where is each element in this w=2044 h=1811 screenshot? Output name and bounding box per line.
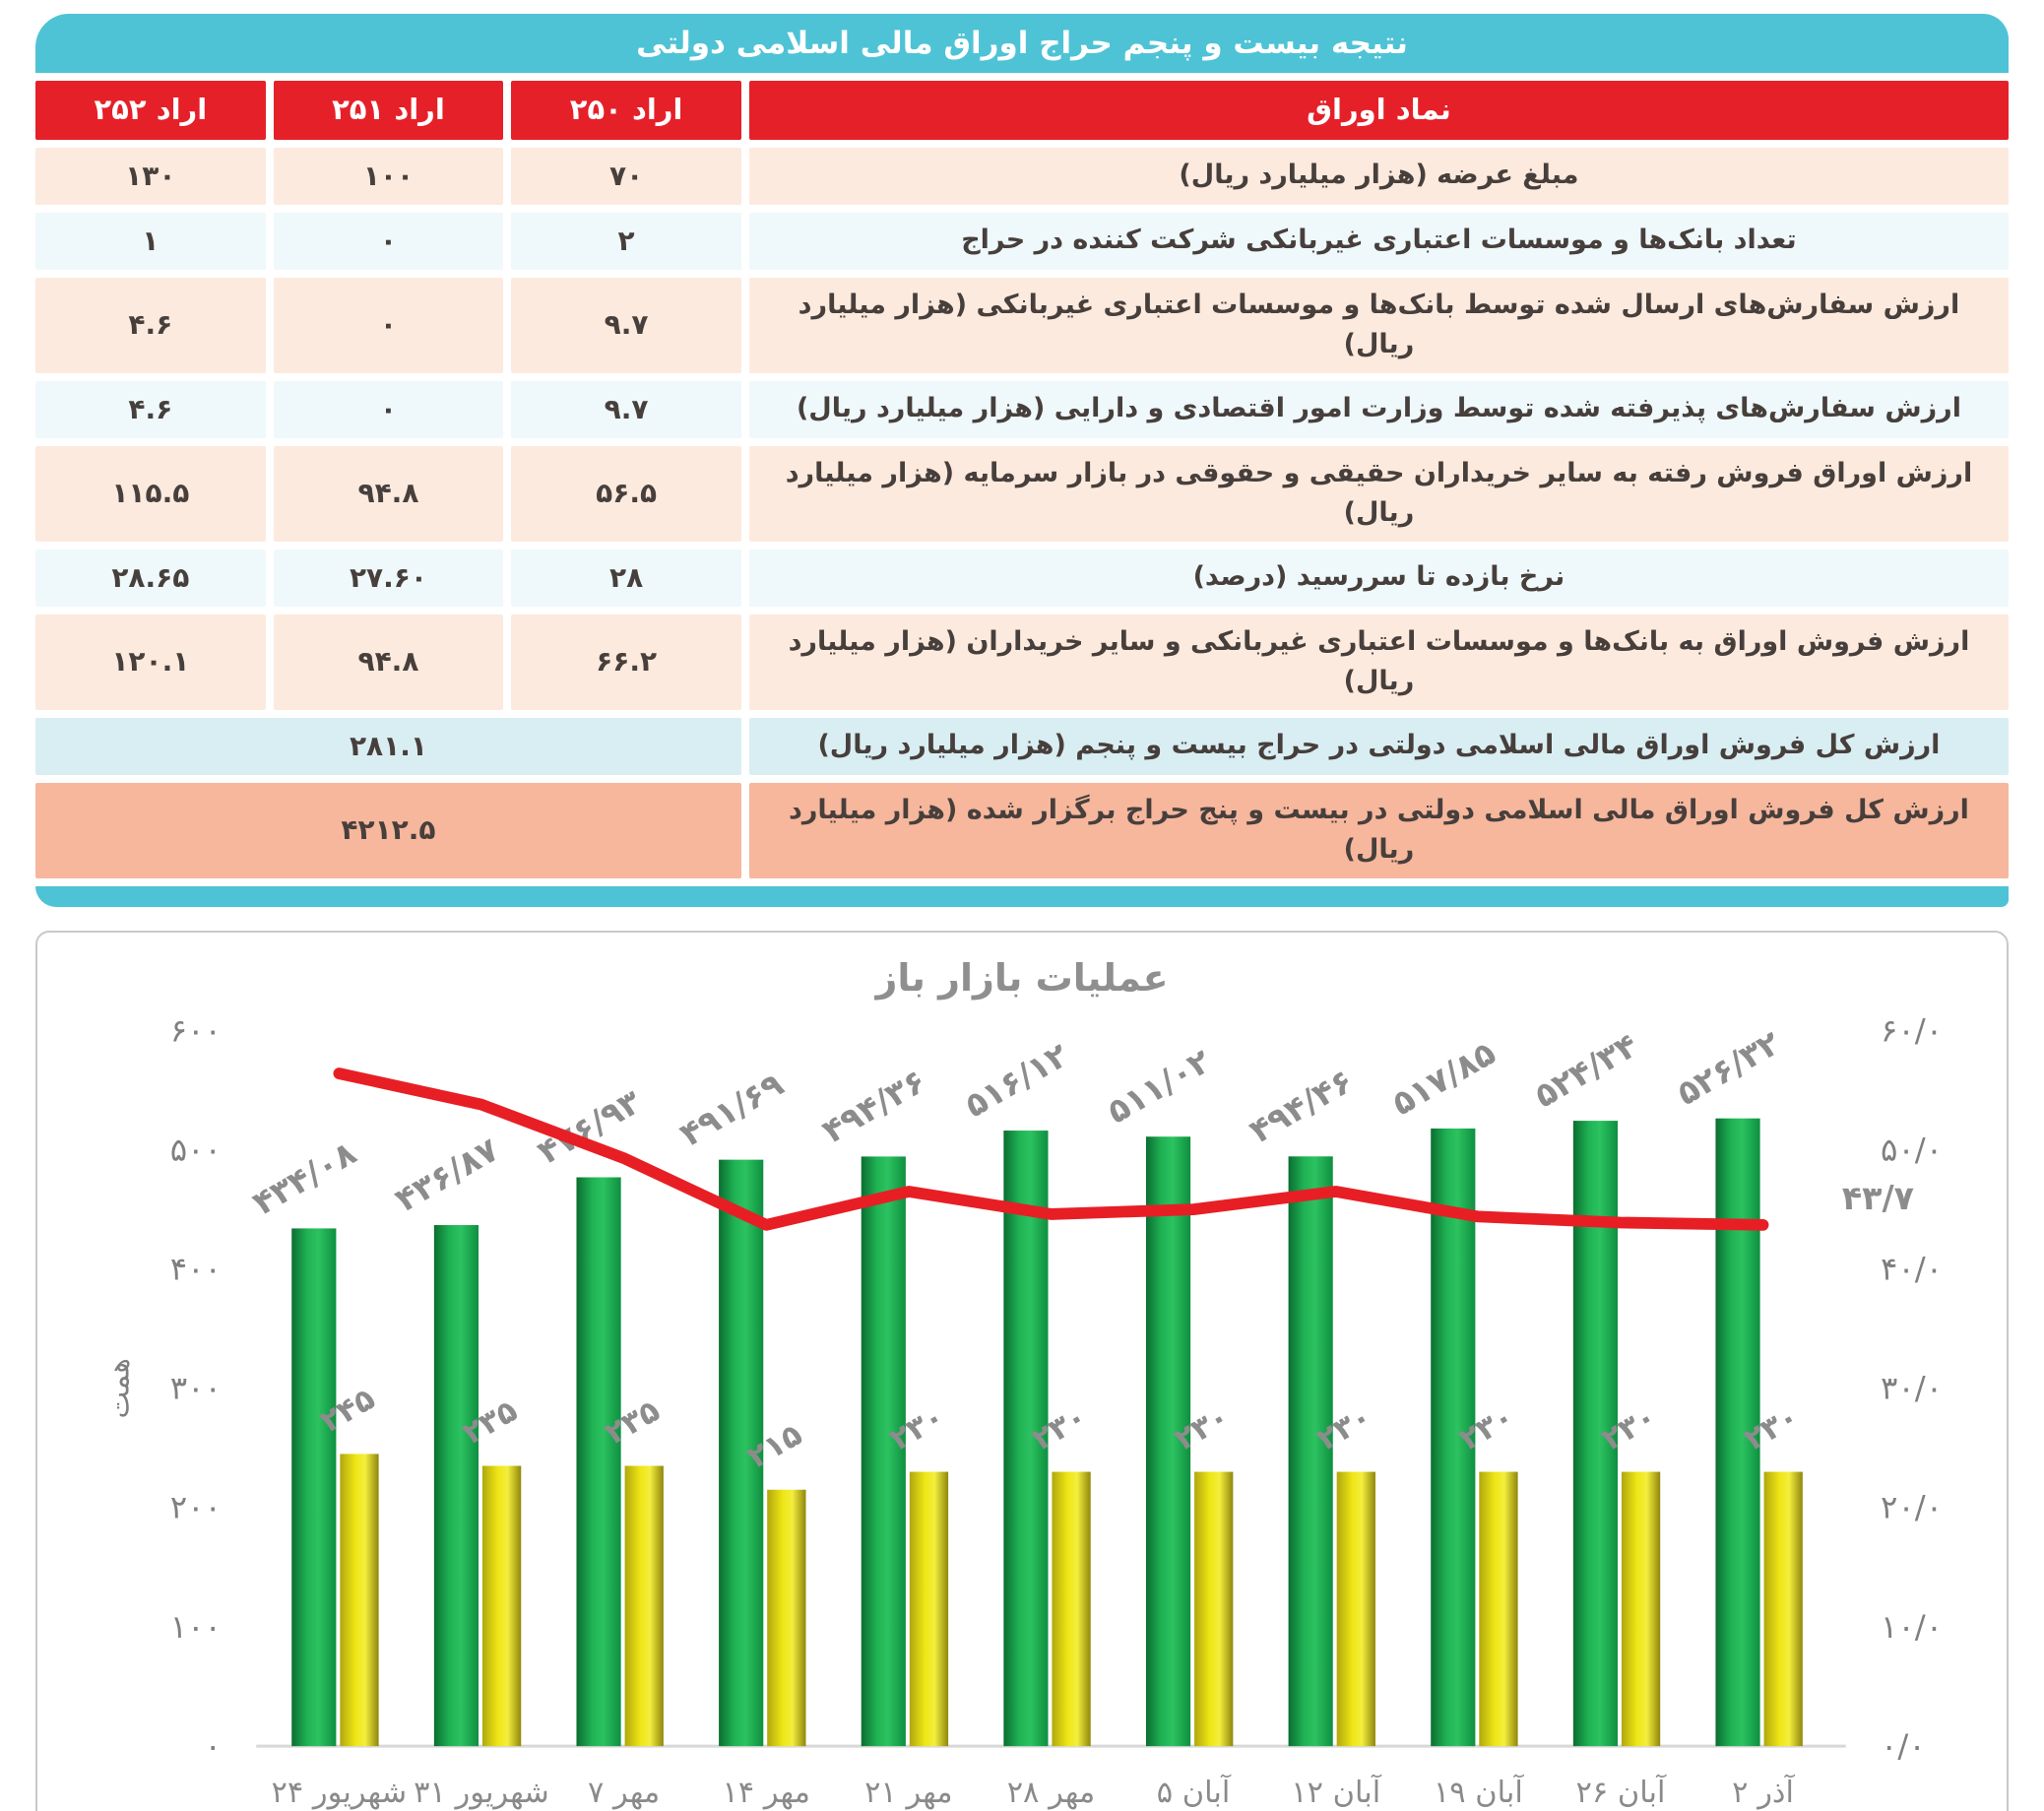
column-header-arad250: اراد ۲۵۰ (511, 81, 741, 140)
table-row-label: ارزش سفارش‌های ارسال شده توسط بانک‌ها و … (748, 277, 2009, 373)
column-header-arad251: اراد ۲۵۱ (273, 81, 504, 140)
svg-text:۱۰/۰: ۱۰/۰ (1881, 1607, 1943, 1645)
auction-results-table: نتیجه بیست و پنجم حراج اوراق مالی اسلامی… (35, 14, 2009, 907)
table-cell: ۱۱۵.۵ (35, 445, 266, 542)
table-row-label: تعداد بانک‌ها و موسسات اعتباری غیربانکی … (748, 212, 2009, 270)
column-header-symbol: نماد اوراق (748, 81, 2009, 140)
table-grid: اراد ۲۵۲ اراد ۲۵۱ اراد ۲۵۰ نماد اوراق ۱۳… (35, 81, 2009, 878)
table-cell: ۰ (273, 380, 504, 438)
svg-text:۰/۰: ۰/۰ (1881, 1726, 1926, 1764)
table-cell: ۵۶.۵ (511, 445, 741, 542)
svg-text:۲۰/۰: ۲۰/۰ (1881, 1488, 1943, 1525)
svg-text:۵۱۷/۸۵: ۵۱۷/۸۵ (1385, 1033, 1501, 1123)
table-row-label: نرخ بازده تا سررسید (درصد) (748, 549, 2009, 607)
svg-text:۴۹۴/۳۶: ۴۹۴/۳۶ (815, 1061, 931, 1150)
column-header-arad252: اراد ۲۵۲ (35, 81, 266, 140)
svg-text:۲ آذر: ۲ آذر (1732, 1774, 1795, 1810)
svg-text:۵۲۶/۳۲: ۵۲۶/۳۲ (1670, 1023, 1786, 1113)
table-row-label: مبلغ عرضه (هزار میلیارد ریال) (748, 147, 2009, 205)
table-cell: ۶۶.۲ (511, 614, 741, 710)
table-cell: ۰ (273, 277, 504, 373)
svg-text:۰: ۰ (205, 1726, 222, 1764)
table-cell: ۷۰ (511, 147, 741, 205)
svg-text:۱۹ آبان: ۱۹ آبان (1434, 1774, 1524, 1810)
table-cell: ۹.۷ (511, 277, 741, 373)
table-cell: ۲۷.۶۰ (273, 549, 504, 607)
table-bottom-bar (35, 885, 2009, 907)
market-ops-chart: ۶۰۰ ۵۰۰ ۴۰۰ ۳۰۰ ۲۰۰ ۱۰۰ ۰ ۶۰/۰ ۵۰/۰ ۴۰/۰ ۳۰/۰ ۲۰/۰ ۱… (102, 1011, 1943, 1810)
open-market-operations-chart-card: عملیات بازار باز ۶۰۰ ۵۰۰ ۴۰۰ ۳۰۰ ۲۰۰ ۱۰۰ ۰ ۶۰/۰… (35, 930, 2009, 1811)
table-row-label: ارزش فروش اوراق به بانک‌ها و موسسات اعتب… (748, 614, 2009, 710)
svg-text:۷ مهر: ۷ مهر (588, 1776, 660, 1810)
table-cell: ۴.۶ (35, 380, 266, 438)
svg-text:۴۹۴/۴۶: ۴۹۴/۴۶ (1243, 1061, 1359, 1150)
table-cell: ۱۳۰ (35, 147, 266, 205)
summary-label-all-auctions: ارزش کل فروش اوراق مالی اسلامی دولتی در … (748, 782, 2009, 878)
svg-text:۱۴ مهر: ۱۴ مهر (722, 1776, 810, 1810)
svg-text:۴۳۶/۸۷: ۴۳۶/۸۷ (389, 1130, 505, 1219)
svg-text:۳۱ شهریور: ۳۱ شهریور (414, 1776, 549, 1810)
svg-text:۲۰۰: ۲۰۰ (170, 1488, 222, 1525)
chart-title: عملیات بازار باز (875, 955, 1169, 1000)
svg-text:۲۸ مهر: ۲۸ مهر (1007, 1776, 1096, 1810)
svg-text:۵۰/۰: ۵۰/۰ (1881, 1131, 1943, 1168)
table-cell: ۲۸ (511, 549, 741, 607)
svg-text:۲۴ شهریور: ۲۴ شهریور (272, 1776, 408, 1810)
summary-value-all-auctions: ۴۲۱۲.۵ (35, 782, 741, 878)
svg-text:۴۳/۷: ۴۳/۷ (1842, 1179, 1914, 1217)
svg-text:۵۱۶/۱۲: ۵۱۶/۱۲ (958, 1035, 1074, 1125)
table-title-bar: نتیجه بیست و پنجم حراج اوراق مالی اسلامی… (35, 14, 2009, 73)
svg-text:۲۶ آبان: ۲۶ آبان (1575, 1774, 1666, 1810)
table-cell: ۱۲۰.۱ (35, 614, 266, 710)
svg-text:همت: همت (102, 1358, 136, 1418)
table-cell: ۱ (35, 212, 266, 270)
table-cell: ۲۸.۶۵ (35, 549, 266, 607)
svg-text:۴۰۰: ۴۰۰ (170, 1250, 222, 1287)
table-cell: ۹۴.۸ (273, 445, 504, 542)
table-cell: ۹۴.۸ (273, 614, 504, 710)
svg-text:۵۰۰: ۵۰۰ (170, 1131, 222, 1168)
table-cell: ۲ (511, 212, 741, 270)
svg-text:۱۲ آبان: ۱۲ آبان (1291, 1774, 1381, 1810)
svg-text:۲۱ مهر: ۲۱ مهر (864, 1776, 953, 1810)
table-cell: ۱۰۰ (273, 147, 504, 205)
summary-value-25th-auction: ۲۸۱.۱ (35, 717, 741, 775)
svg-text:۳۰۰: ۳۰۰ (170, 1369, 222, 1406)
svg-text:۵۲۴/۳۴: ۵۲۴/۳۴ (1528, 1025, 1644, 1115)
svg-text:۴۹۱/۶۹: ۴۹۱/۶۹ (673, 1065, 790, 1154)
svg-text:۶۰/۰: ۶۰/۰ (1881, 1011, 1943, 1049)
summary-label-25th-auction: ارزش کل فروش اوراق مالی اسلامی دولتی در … (748, 717, 2009, 775)
table-row-label: ارزش اوراق فروش رفته به سایر خریداران حق… (748, 445, 2009, 542)
table-cell: ۰ (273, 212, 504, 270)
svg-text:۳۰/۰: ۳۰/۰ (1881, 1369, 1943, 1406)
table-cell: ۹.۷ (511, 380, 741, 438)
svg-text:۴۰/۰: ۴۰/۰ (1881, 1250, 1943, 1287)
svg-text:۱۰۰: ۱۰۰ (170, 1607, 222, 1645)
svg-text:۵ آبان: ۵ آبان (1157, 1774, 1232, 1810)
table-cell: ۴.۶ (35, 277, 266, 373)
table-title: نتیجه بیست و پنجم حراج اوراق مالی اسلامی… (636, 26, 1408, 61)
svg-text:۴۳۴/۰۸: ۴۳۴/۰۸ (246, 1132, 362, 1222)
svg-text:۵۱۱/۰۲: ۵۱۱/۰۲ (1101, 1041, 1217, 1131)
svg-text:۶۰۰: ۶۰۰ (170, 1011, 222, 1049)
table-row-label: ارزش سفارش‌های پذیرفته شده توسط وزارت ام… (748, 380, 2009, 438)
